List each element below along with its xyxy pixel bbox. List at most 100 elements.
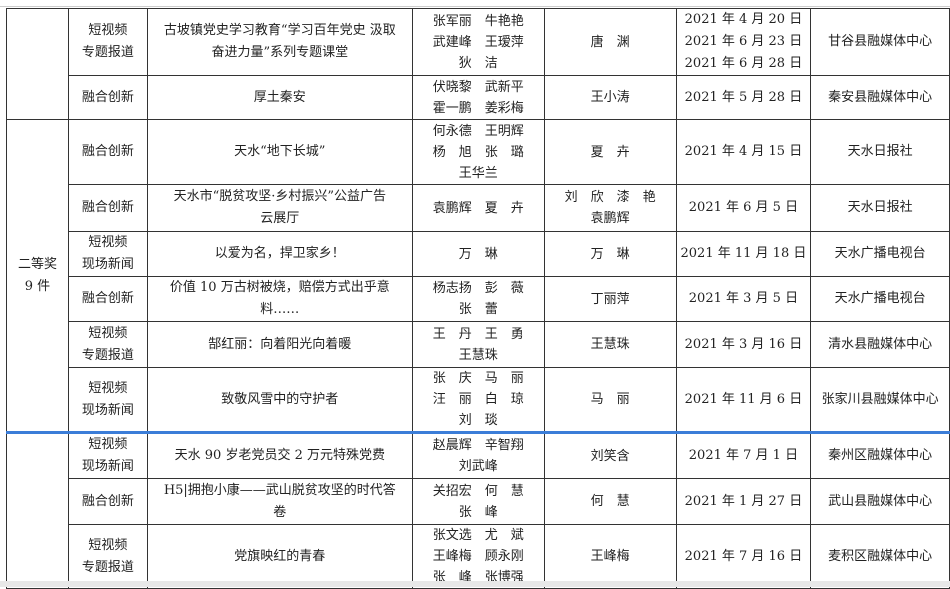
title-cell-line: 党旗映红的青春 — [234, 548, 326, 564]
creators-cell-line: 伏晓黎 武新平 — [432, 79, 524, 95]
creators-cell-line: 武建峰 王瑷萍 — [432, 34, 524, 50]
editor-cell: 唐 渊 — [543, 8, 677, 76]
title-cell-line: 致敬风雪中的守护者 — [221, 391, 339, 407]
table-row: 融合创新 厚土秦安 伏晓黎 武新平 霍一鹏 姜彩梅 王小涛 2021 年 5 月 28 日… — [7, 75, 950, 120]
category-cell: 短视频 现场新闻 — [67, 367, 148, 433]
date-cell: 2021 年 7 月 1 日 — [675, 431, 812, 479]
category-cell: 融合创新 — [67, 75, 148, 120]
title-cell-line: 郜红丽：向着阳光向着暖 — [208, 336, 352, 352]
creators-cell: 赵晨辉 辛智翔 刘武峰 — [411, 431, 545, 479]
date-cell-line: 2021 年 4 月 20 日 — [684, 12, 803, 27]
table-row: 短视频 现场新闻 以爱为名，捍卫家乡！ 万 琳 万 琳 2021 年 11 月 18 日天… — [7, 231, 950, 277]
unit-cell: 武山县融媒体中心 — [810, 478, 950, 525]
date-cell-line: 2021 年 1 月 27 日 — [684, 493, 803, 509]
category-cell: 短视频 现场新闻 — [67, 231, 148, 277]
creators-cell-line: 汪 丽 白 琼 — [432, 392, 524, 407]
editor-cell-line: 唐 渊 — [590, 34, 630, 50]
table-row: 二等奖 9 件融合创新 天水“地下长城” 何永德 王明辉杨 旭 张 璐王华兰夏 卉 20… — [6, 119, 950, 433]
category-cell-line: 短视频 — [88, 380, 128, 396]
category-cell: 融合创新 — [67, 184, 148, 232]
title-cell: 天水市“脱贫攻坚·乡村振兴”公益广告 云展厅 — [146, 184, 413, 232]
creators-cell-line: 王华兰 — [458, 165, 498, 181]
creators-cell-line: 关招宏 何 慧 — [432, 483, 524, 499]
date-cell-line: 2021 年 7 月 16 日 — [684, 548, 803, 564]
editor-cell-line: 何 慧 — [590, 494, 630, 509]
unit-cell: 天水日报社 — [810, 184, 950, 232]
title-cell: 致敬风雪中的守护者 — [146, 367, 413, 433]
unit-cell: 天水广播电视台 — [810, 231, 950, 277]
creators-cell-line: 张文选 尤 斌 — [432, 528, 524, 543]
title-cell-line: 价值 10 万古树被烧，赔偿方式出乎意 — [169, 280, 390, 295]
category-cell-line: 现场新闻 — [81, 257, 134, 272]
creators-cell-line: 刘 琰 — [458, 413, 498, 428]
title-cell-line: 云展厅 — [260, 211, 300, 226]
category-cell-line: 专题报道 — [81, 559, 134, 575]
title-cell: 古坡镇党史学习教育“学习百年党史 汲取 奋进力量”系列专题课堂 — [146, 8, 413, 76]
table-row: 短视频 专题报道 党旗映红的青春 张文选 尤 斌王峰梅 顾永刚张 峰 张博强 王峰梅 20… — [7, 524, 950, 589]
date-cell: 2021 年 11 月 6 日 — [675, 367, 812, 433]
category-cell: 融合创新 — [67, 119, 148, 185]
date-cell: 2021 年 4 月 20 日 2021 年 6 月 23 日 2021 年 6 月… — [675, 8, 812, 76]
creators-cell-line: 王峰梅 顾永刚 — [432, 549, 524, 564]
page-top-edge — [0, 0, 950, 7]
date-cell-line: 2021 年 6 月 5 日 — [688, 200, 799, 215]
date-cell-line: 2021 年 11 月 18 日 — [680, 246, 807, 261]
creators-cell: 张军丽 牛艳艳 武建峰 王瑷萍狄 洁 — [411, 8, 545, 76]
category-cell: 短视频 现场新闻 — [67, 431, 148, 479]
editor-cell: 王小涛 — [543, 75, 677, 120]
creators-cell: 伏晓黎 武新平 霍一鹏 姜彩梅 — [411, 75, 545, 120]
category-cell: 融合创新 — [67, 276, 148, 322]
creators-cell-line: 杨 旭 张 璐 — [432, 144, 524, 160]
editor-cell: 夏 卉 — [543, 119, 677, 185]
category-cell-line: 短视频 — [88, 325, 128, 341]
creators-cell-line: 张 庆 马 丽 — [432, 371, 524, 386]
date-cell-line: 2021 年 6 月 28 日 — [684, 56, 803, 71]
date-cell-line: 2021 年 7 月 1 日 — [688, 448, 799, 463]
table-row: 融合创新 价值 10 万古树被烧，赔偿方式出乎意 料…… 杨志扬 彭 薇张 蕾丁丽萍 2… — [7, 276, 950, 322]
date-cell: 2021 年 3 月 16 日 — [675, 321, 812, 368]
title-cell-line: 卷 — [273, 504, 287, 520]
date-cell: 2021 年 3 月 5 日 — [675, 276, 812, 322]
category-cell: 短视频 专题报道 — [67, 8, 148, 76]
title-cell: 价值 10 万古树被烧，赔偿方式出乎意 料…… — [146, 276, 413, 322]
awards-table: 短视频 专题报道 古坡镇党史学习教育“学习百年党史 汲取 奋进力量”系列专题课堂 张军丽… — [6, 8, 950, 589]
editor-cell-line: 马 丽 — [590, 392, 630, 407]
date-cell: 2021 年 4 月 15 日 — [675, 119, 812, 185]
editor-cell-line: 袁鹏辉 — [590, 211, 630, 226]
unit-cell: 天水日报社 — [810, 119, 950, 185]
category-cell-line: 短视频 — [88, 23, 128, 38]
category-cell-line: 融合创新 — [81, 89, 134, 105]
editor-cell: 王峰梅 — [543, 524, 677, 589]
title-cell: 厚土秦安 — [146, 75, 413, 120]
creators-cell-line: 袁鹏辉 夏 卉 — [432, 200, 524, 216]
award-level-cell — [6, 431, 69, 589]
title-cell-line: 料…… — [260, 302, 300, 317]
award-level-cell: 二等奖 9 件 — [6, 119, 69, 433]
date-cell-line: 2021 年 5 月 28 日 — [684, 89, 803, 105]
editor-cell: 何 慧 — [543, 478, 677, 525]
category-cell-line: 短视频 — [88, 235, 128, 250]
creators-cell-line: 王慧珠 — [458, 347, 498, 363]
table-row: 短视频 现场新闻 致敬风雪中的守护者 张 庆 马 丽汪 丽 白 琼刘 琰 马 丽 2021… — [7, 367, 950, 433]
title-cell-line: H5|拥抱小康——武山脱贫攻坚的时代答 — [163, 482, 396, 498]
creators-cell-line: 张 峰 — [458, 504, 498, 520]
title-cell: 党旗映红的青春 — [146, 524, 413, 589]
category-cell-line: 现场新闻 — [81, 459, 134, 474]
title-cell-line: 古坡镇党史学习教育“学习百年党史 汲取 — [163, 23, 396, 38]
editor-cell: 王慧珠 — [543, 321, 677, 368]
unit-cell: 张家川县融媒体中心 — [810, 367, 950, 433]
date-cell-line: 2021 年 3 月 5 日 — [688, 291, 799, 306]
creators-cell-line: 霍一鹏 姜彩梅 — [432, 100, 524, 116]
category-cell: 短视频 专题报道 — [67, 321, 148, 368]
title-cell-line: 以爱为名，捍卫家乡！ — [214, 246, 345, 261]
creators-cell: 张文选 尤 斌王峰梅 顾永刚张 峰 张博强 — [411, 524, 545, 589]
editor-cell-line: 刘笑含 — [590, 448, 630, 464]
editor-cell-line: 王慧珠 — [590, 337, 630, 352]
creators-cell-line: 王 丹 王 勇 — [432, 326, 524, 342]
creators-cell: 袁鹏辉 夏 卉 — [411, 184, 545, 232]
date-cell-line: 2021 年 4 月 15 日 — [684, 144, 803, 159]
creators-cell: 杨志扬 彭 薇张 蕾 — [411, 276, 545, 322]
creators-cell-line: 赵晨辉 辛智翔 — [432, 438, 524, 453]
editor-cell-line: 万 琳 — [590, 246, 630, 262]
editor-cell-line: 王峰梅 — [590, 549, 630, 564]
